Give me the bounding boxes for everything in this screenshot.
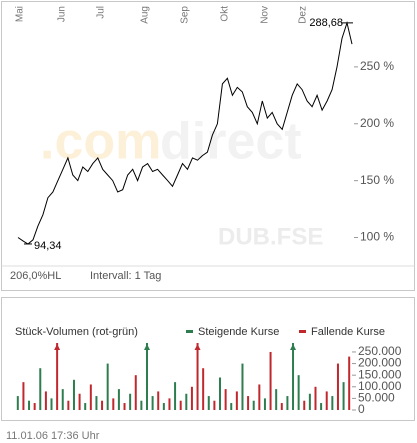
volume-bar: [292, 343, 295, 410]
overflow-arrow: [194, 344, 201, 350]
volume-bar: [252, 400, 255, 410]
month-label: Mai: [15, 6, 26, 22]
interval-label: Intervall: 1 Tag: [90, 270, 161, 282]
volume-bar: [230, 403, 233, 410]
volume-bar: [16, 396, 19, 410]
volume-bar: [168, 398, 171, 410]
legend-label: Steigende Kurse: [198, 326, 279, 338]
watermark: .com: [40, 113, 161, 171]
volume-bar: [61, 389, 64, 410]
month-label: Jul: [96, 6, 107, 19]
volume-bar: [134, 375, 137, 410]
volume-bar: [179, 400, 182, 410]
volume-bar: [336, 363, 339, 410]
legend-swatch: [186, 330, 193, 333]
volume-bar: [174, 382, 177, 410]
y-tick-label: 50.000: [358, 391, 395, 405]
volume-bar: [84, 403, 87, 410]
y-tick-label: 150 %: [360, 173, 394, 187]
volume-bar: [308, 393, 311, 410]
y-tick-label: 200.000: [358, 356, 402, 370]
timestamp: 11.01.06 17:36 Uhr: [6, 430, 100, 442]
volume-bar: [325, 391, 328, 410]
volume-bar: [67, 400, 70, 410]
legend-label: Fallende Kurse: [311, 326, 385, 338]
volume-bar: [56, 343, 59, 410]
volume-bar: [78, 393, 81, 410]
y-tick-label: 150.000: [358, 367, 402, 381]
volume-bar: [331, 396, 334, 410]
y-tick-label: 100.000: [358, 379, 402, 393]
min-annotation: 94,34: [34, 240, 62, 252]
month-label: Okt: [220, 6, 231, 22]
month-label: Nov: [260, 6, 271, 24]
max-annotation: 288,68: [309, 17, 343, 29]
volume-bar: [101, 400, 104, 410]
volume-bar: [224, 389, 227, 410]
volume-bar: [162, 403, 165, 410]
volume-bar: [145, 343, 148, 410]
y-tick-label: 200 %: [360, 116, 394, 130]
volume-bar: [213, 400, 216, 410]
volume-bar: [123, 403, 126, 410]
month-label: Aug: [140, 6, 151, 24]
y-tick-label: 250.000: [358, 344, 402, 358]
price-line: [17, 21, 353, 245]
overflow-arrow: [143, 344, 150, 350]
volume-bar: [280, 403, 283, 410]
volume-bar: [89, 384, 92, 410]
volume-bars: [16, 343, 351, 410]
overflow-arrow: [54, 344, 61, 350]
y-tick-label: 250 %: [360, 59, 394, 73]
volume-bar: [314, 386, 317, 410]
volume-bar: [22, 382, 25, 410]
volume-bar: [185, 393, 188, 410]
volume-bar: [320, 403, 323, 410]
volume-bar: [303, 400, 306, 410]
volume-bar: [190, 386, 193, 410]
volume-bar: [39, 368, 42, 410]
legend-swatch: [299, 330, 306, 333]
y-tick-label: 100 %: [360, 230, 394, 244]
symbol-watermark: DUB.FSE: [218, 223, 323, 250]
volume-bar: [275, 389, 278, 410]
volume-bar: [33, 403, 36, 410]
volume-bar: [219, 377, 222, 410]
volume-bar: [44, 391, 47, 410]
month-label: Sep: [180, 6, 191, 24]
volume-bar: [202, 368, 205, 410]
volume-bar: [235, 391, 238, 410]
volume-bar: [342, 382, 345, 410]
volume-title: Stück-Volumen (rot-grün): [15, 326, 138, 338]
y-tick-label: 0: [358, 402, 365, 416]
volume-bar: [286, 396, 289, 410]
volume-bar: [117, 389, 120, 410]
volume-bar: [297, 375, 300, 410]
month-label: Dez: [298, 6, 309, 24]
volume-bar: [140, 400, 143, 410]
range-label: 206,0%HL: [10, 270, 61, 282]
volume-bar: [50, 398, 53, 410]
watermark: direct: [160, 113, 302, 171]
volume-bar: [207, 396, 210, 410]
volume-bar: [112, 398, 115, 410]
volume-bar: [106, 363, 109, 410]
volume-bar: [258, 384, 261, 410]
volume-bar: [196, 343, 199, 410]
month-label: Jun: [57, 6, 68, 22]
volume-bar: [247, 396, 250, 410]
volume-bar: [157, 391, 160, 410]
volume-bar: [263, 398, 266, 410]
volume-bar: [95, 396, 98, 410]
volume-bar: [241, 363, 244, 410]
volume-bar: [151, 396, 154, 410]
volume-bar: [269, 351, 272, 410]
overflow-arrow: [290, 344, 297, 350]
volume-bar: [348, 356, 351, 410]
price-panel: [1, 1, 415, 291]
volume-bar: [72, 379, 75, 410]
volume-bar: [28, 400, 31, 410]
volume-bar: [129, 393, 132, 410]
